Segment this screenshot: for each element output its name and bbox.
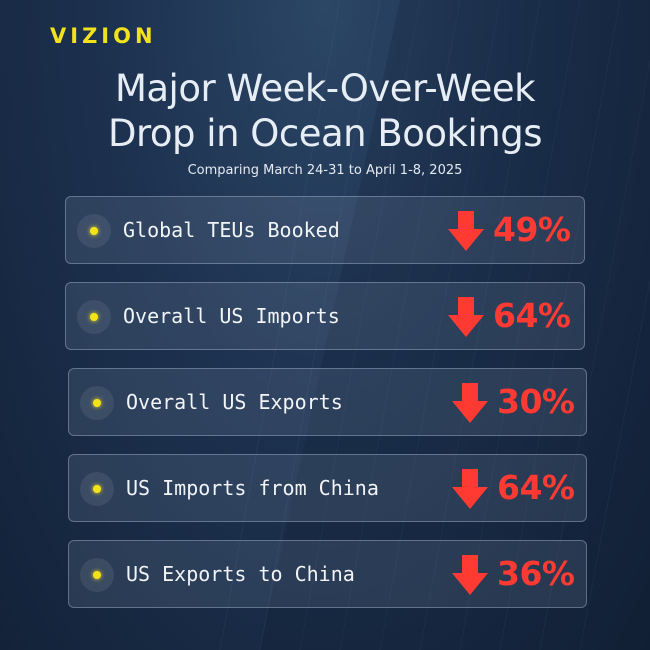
metric-label: Overall US Imports (123, 304, 340, 328)
metric-label: US Imports from China (126, 476, 379, 500)
metric-value: 36% (497, 554, 575, 593)
down-arrow-icon (452, 469, 488, 509)
bullet-icon (80, 472, 114, 506)
bullet-icon (77, 300, 111, 334)
metric-row-us-imports: Overall US Imports 64% (65, 282, 585, 350)
title-line-2: Drop in Ocean Bookings (108, 112, 542, 155)
vizion-logo: VIZION (50, 24, 157, 48)
metric-label: US Exports to China (126, 562, 355, 586)
metric-value: 64% (497, 468, 575, 507)
metric-row-us-exports-china: US Exports to China 36% (68, 540, 587, 608)
down-arrow-icon (452, 555, 488, 595)
metric-value: 64% (493, 296, 571, 335)
metric-value: 30% (497, 382, 575, 421)
metric-row-us-imports-china: US Imports from China 64% (68, 454, 587, 522)
subtitle: Comparing March 24-31 to April 1-8, 2025 (187, 163, 463, 178)
bullet-icon (77, 214, 111, 248)
page-title: Major Week-Over-Week Drop in Ocean Booki… (0, 66, 650, 156)
down-arrow-icon (448, 297, 484, 337)
metric-label: Overall US Exports (126, 390, 343, 414)
metric-row-global-teus: Global TEUs Booked 49% (65, 196, 585, 264)
down-arrow-icon (448, 211, 484, 251)
bullet-icon (80, 558, 114, 592)
metric-label: Global TEUs Booked (123, 218, 340, 242)
bullet-icon (80, 386, 114, 420)
title-line-1: Major Week-Over-Week (114, 67, 536, 110)
down-arrow-icon (452, 383, 488, 423)
metric-row-us-exports: Overall US Exports 30% (68, 368, 587, 436)
metric-value: 49% (493, 210, 571, 249)
